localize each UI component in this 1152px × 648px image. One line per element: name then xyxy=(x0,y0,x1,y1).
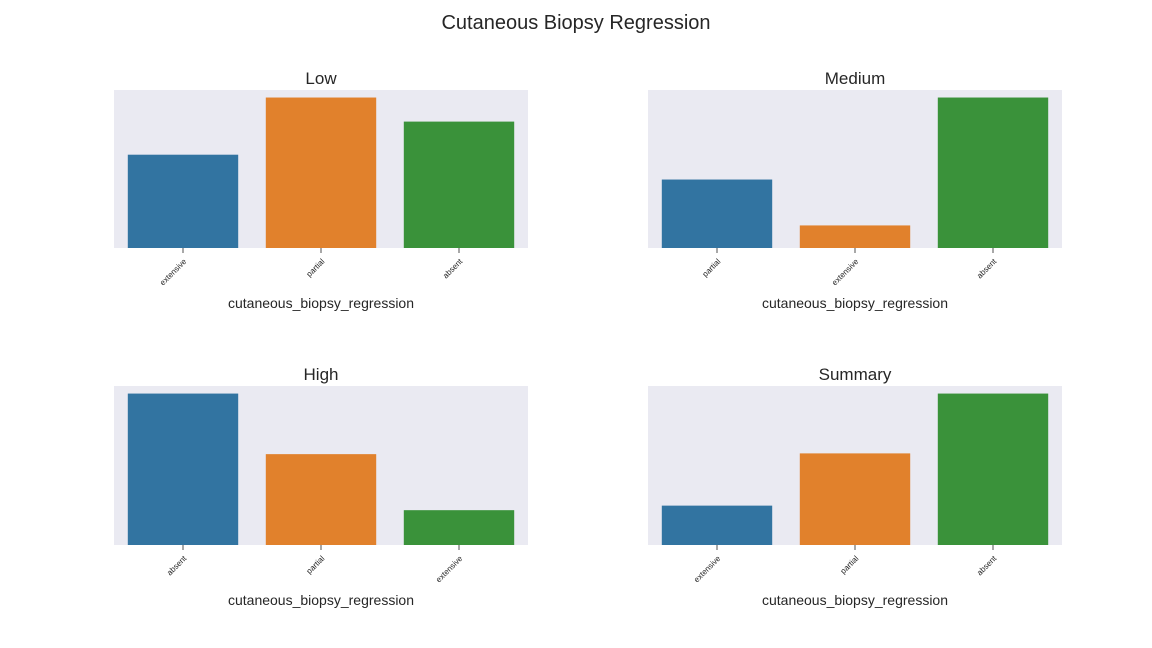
low-title: Low xyxy=(305,69,337,88)
medium-xtick-label: absent xyxy=(975,256,999,280)
summary-xtick-label: extensive xyxy=(692,554,723,585)
low-bar-partial xyxy=(265,97,377,249)
high-title: High xyxy=(304,365,339,384)
high-bar-partial xyxy=(265,454,377,545)
low-xaxis-label: cutaneous_biopsy_regression xyxy=(228,295,414,311)
summary-bar-partial xyxy=(799,453,911,545)
medium-title: Medium xyxy=(825,69,885,88)
high-xaxis-label: cutaneous_biopsy_regression xyxy=(228,592,414,608)
medium-xtick-label: partial xyxy=(701,257,723,279)
high-bar-absent xyxy=(127,393,239,545)
medium-xaxis-label: cutaneous_biopsy_regression xyxy=(762,295,948,311)
low-bar-absent xyxy=(403,121,515,248)
low-xtick-label: absent xyxy=(441,256,465,280)
summary-bar-extensive xyxy=(661,505,773,545)
medium-bar-partial xyxy=(661,179,773,248)
summary-xtick-label: absent xyxy=(975,553,999,577)
medium-subplot: Medium partial extensive absent cutaneous_bi… xyxy=(648,69,1062,311)
figure-suptitle: Cutaneous Biopsy Regression xyxy=(441,12,710,34)
summary-xtick-label: partial xyxy=(839,554,861,576)
summary-xaxis-label: cutaneous_biopsy_regression xyxy=(762,592,948,608)
summary-bar-absent xyxy=(937,393,1049,545)
subplot-grid: Low extensive partial absent cutaneous_biops… xyxy=(114,69,1062,608)
medium-bar-absent xyxy=(937,97,1049,249)
low-bar-extensive xyxy=(127,154,239,248)
low-xtick-label: partial xyxy=(305,257,327,279)
low-xtick-label: extensive xyxy=(158,257,189,288)
medium-bar-extensive xyxy=(799,225,911,248)
summary-subplot: Summary extensive partial absent cutaneous_b… xyxy=(648,365,1062,608)
high-xtick-label: extensive xyxy=(434,554,465,585)
high-xtick-label: partial xyxy=(305,554,327,576)
high-subplot: High absent partial extensive cutaneous_biop… xyxy=(114,365,528,608)
high-xtick-label: absent xyxy=(165,553,189,577)
low-subplot: Low extensive partial absent cutaneous_biops… xyxy=(114,69,528,311)
medium-xtick-label: extensive xyxy=(830,257,861,288)
summary-title: Summary xyxy=(819,365,892,384)
high-bar-extensive xyxy=(403,510,515,545)
